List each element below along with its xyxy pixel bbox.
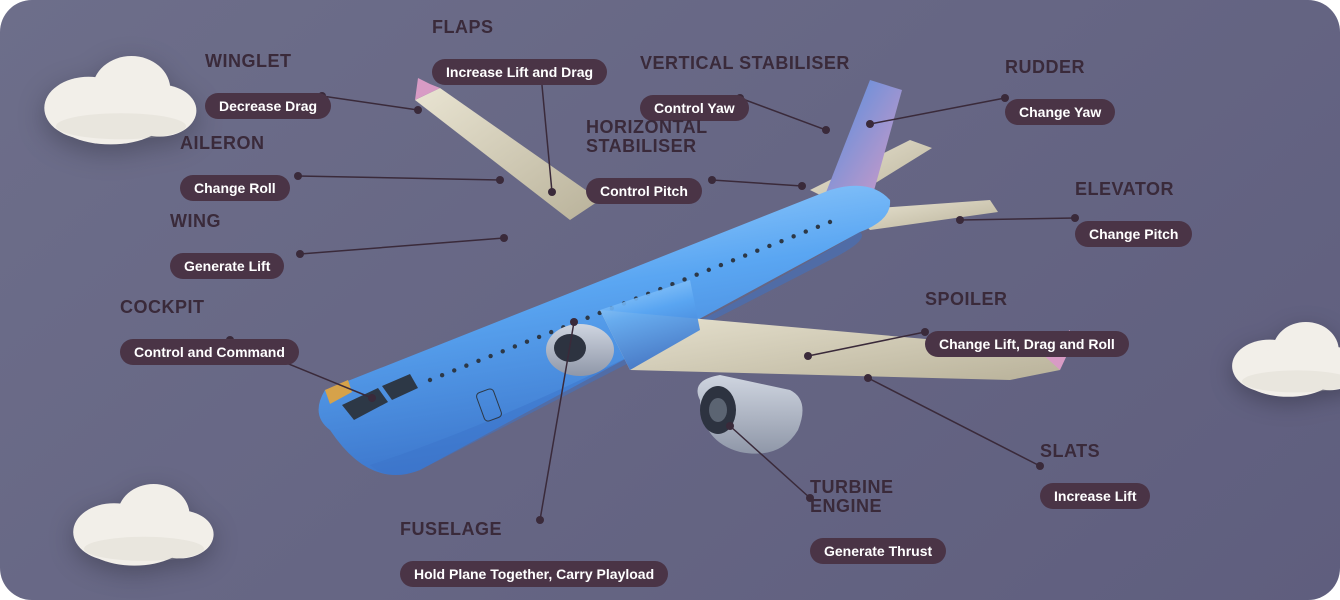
label-desc-wing: Generate Lift <box>170 253 284 279</box>
label-wing: WING Generate Lift <box>170 212 284 279</box>
infographic-stage: FLAPSIncrease Lift and DragWINGLETDecrea… <box>0 0 1340 600</box>
label-title-elevator: ELEVATOR <box>1075 180 1192 199</box>
label-desc-fuselage: Hold Plane Together, Carry Playload <box>400 561 668 587</box>
label-desc-elevator: Change Pitch <box>1075 221 1192 247</box>
airplane-illustration <box>270 70 1070 540</box>
label-desc-turbine-engine: Generate Thrust <box>810 538 946 564</box>
cloud-1 <box>30 30 212 154</box>
cloud-2 <box>60 460 228 574</box>
label-title-flaps: FLAPS <box>432 18 607 37</box>
label-title-winglet: WINGLET <box>205 52 331 71</box>
label-elevator: ELEVATOR Change Pitch <box>1075 180 1192 247</box>
label-title-wing: WING <box>170 212 284 231</box>
cloud-3 <box>1220 300 1340 405</box>
